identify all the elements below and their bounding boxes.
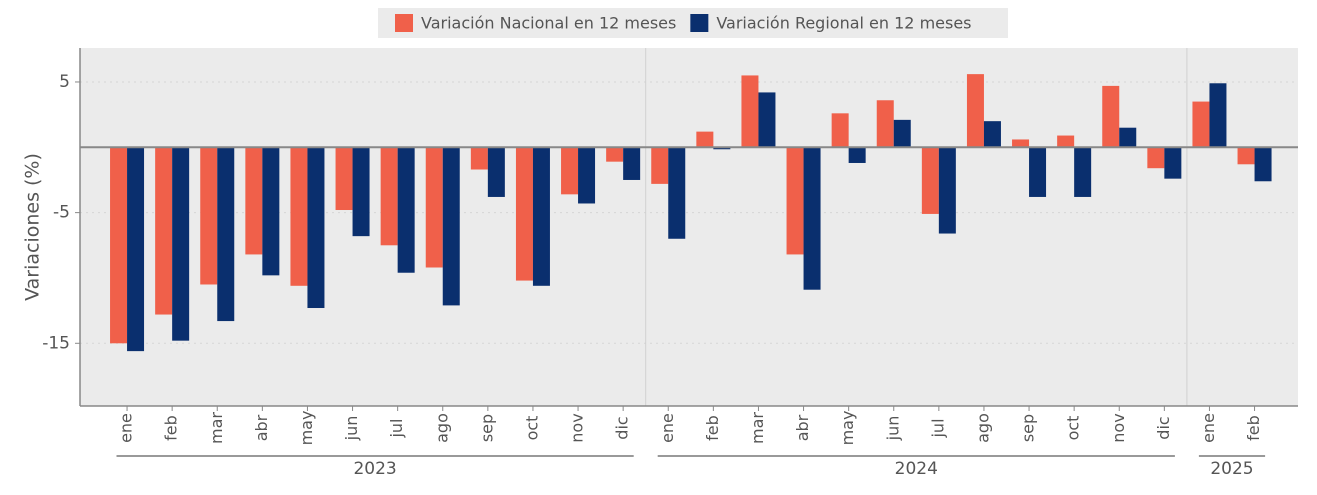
- x-tick-label: nov: [1109, 413, 1128, 442]
- bar: [532, 147, 550, 286]
- bar: [1147, 147, 1165, 169]
- bar: [352, 147, 370, 237]
- x-tick-label: jun: [883, 416, 902, 442]
- bar: [921, 147, 939, 214]
- bar: [758, 92, 776, 148]
- legend-swatch: [690, 14, 709, 32]
- bar: [1119, 127, 1137, 148]
- x-tick-label: mar: [748, 412, 767, 444]
- x-tick-label: jul: [928, 418, 947, 438]
- bar: [848, 147, 866, 163]
- bar: [110, 147, 128, 344]
- x-tick-label: abr: [252, 414, 271, 441]
- bar: [487, 147, 505, 197]
- y-tick-label: -5: [53, 203, 70, 223]
- bar: [561, 147, 579, 195]
- bar: [397, 147, 415, 273]
- bar: [831, 113, 849, 148]
- bar: [651, 147, 669, 184]
- bar: [1012, 139, 1030, 148]
- x-tick-label: oct: [1064, 416, 1083, 441]
- bar: [668, 147, 686, 239]
- group-label: 2023: [353, 459, 396, 479]
- bar: [741, 75, 759, 148]
- bar: [578, 147, 596, 204]
- x-tick-label: ene: [1199, 413, 1218, 443]
- x-tick-label: feb: [1244, 415, 1263, 441]
- x-tick-label: ene: [117, 413, 136, 443]
- bar: [1057, 135, 1075, 148]
- x-tick-label: may: [838, 411, 857, 446]
- x-tick-label: ago: [973, 413, 992, 443]
- bar: [893, 119, 911, 148]
- bar: [262, 147, 280, 276]
- bar: [335, 147, 353, 211]
- bar: [1254, 147, 1272, 182]
- bar: [290, 147, 308, 286]
- y-tick-label: -15: [42, 333, 70, 353]
- plot-background: [80, 48, 1298, 406]
- bar: [127, 147, 145, 352]
- legend-label: Variación Regional en 12 meses: [716, 14, 971, 33]
- x-tick-label: abr: [793, 414, 812, 441]
- bar: [217, 147, 235, 322]
- x-tick-label: sep: [477, 414, 496, 442]
- bar: [938, 147, 956, 234]
- bar: [307, 147, 325, 309]
- group-label: 2024: [895, 459, 938, 479]
- x-tick-label: nov: [568, 413, 587, 442]
- bar: [245, 147, 263, 255]
- bar: [606, 147, 624, 162]
- x-tick-label: mar: [207, 412, 226, 444]
- bar: [172, 147, 190, 341]
- bar: [425, 147, 443, 268]
- x-tick-label: dic: [1154, 416, 1173, 439]
- bar: [786, 147, 804, 255]
- bar: [200, 147, 218, 285]
- bar: [515, 147, 533, 281]
- x-tick-label: feb: [703, 415, 722, 441]
- bar: [1074, 147, 1092, 197]
- bar: [470, 147, 488, 170]
- bar: [983, 121, 1001, 148]
- y-axis-label: Variaciones (%): [22, 153, 44, 301]
- bar: [155, 147, 173, 315]
- x-tick-label: feb: [162, 415, 181, 441]
- x-tick-label: sep: [1019, 414, 1038, 442]
- bar: [623, 147, 641, 180]
- legend-label: Variación Nacional en 12 meses: [421, 14, 676, 33]
- bar: [696, 131, 714, 148]
- bar: [1164, 147, 1182, 179]
- bar: [442, 147, 460, 306]
- bar: [876, 100, 894, 148]
- bar: [1102, 85, 1120, 148]
- x-tick-label: jun: [342, 416, 361, 442]
- bar: [1237, 147, 1255, 165]
- bar: [1029, 147, 1047, 197]
- x-tick-label: ene: [658, 413, 677, 443]
- x-tick-label: may: [297, 411, 316, 446]
- bar: [803, 147, 821, 290]
- x-tick-label: dic: [613, 416, 632, 439]
- group-label: 2025: [1210, 459, 1253, 479]
- bar: [966, 74, 984, 148]
- legend-swatch: [395, 14, 413, 32]
- bar: [380, 147, 398, 246]
- bar: [1192, 101, 1210, 148]
- bar: [1209, 83, 1227, 148]
- x-tick-label: ago: [432, 413, 451, 443]
- y-tick-label: 5: [59, 72, 70, 92]
- x-tick-label: jul: [387, 418, 406, 438]
- x-tick-label: oct: [522, 416, 541, 441]
